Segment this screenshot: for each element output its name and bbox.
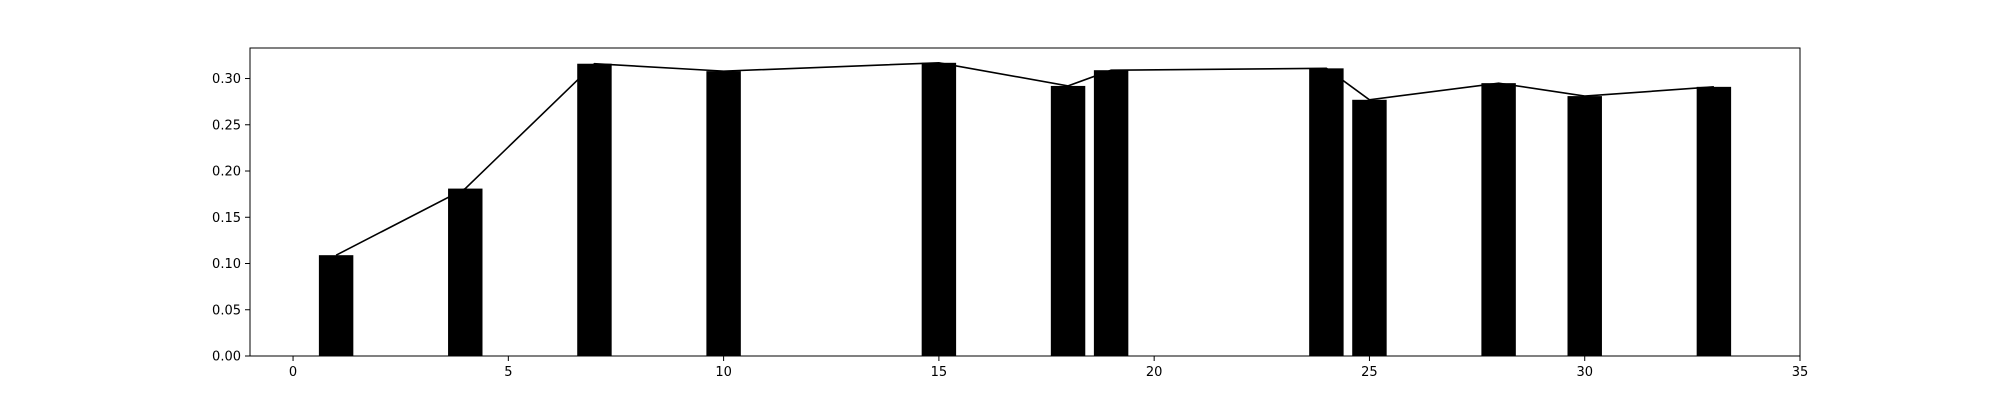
x-axis: 0 5 10 15 20 25 30 35 [289,356,1808,380]
x-tick-label: 10 [715,365,732,380]
bar [1567,96,1602,356]
series-line-group [335,61,1714,256]
bar [1696,86,1732,356]
y-tick-label: 0.10 [212,257,241,272]
x-tick-label: 20 [1146,365,1163,380]
bar [448,188,483,356]
x-tick-label: 35 [1792,365,1809,380]
bar [318,255,354,356]
x-tick-label: 5 [504,365,512,380]
x-tick-label: 30 [1576,365,1593,380]
y-axis: 0.00 0.05 0.10 0.15 0.20 0.25 0.30 [212,72,250,365]
series-line [335,61,1714,256]
y-tick-label: 0.15 [212,211,241,226]
plot-frame [249,47,1801,357]
bar [1050,85,1086,356]
bar [1481,83,1516,356]
y-tick-label: 0.05 [212,303,241,318]
y-tick-label: 0.00 [212,350,241,365]
x-tick-label: 0 [289,365,297,380]
bar [577,63,612,356]
x-tick-label: 25 [1361,365,1378,380]
y-tick-label: 0.30 [212,72,241,87]
bars-group [318,62,1732,357]
bar [1309,68,1344,356]
y-tick-label: 0.20 [212,165,241,180]
bar [706,71,741,357]
bar [1093,70,1129,357]
bar [921,62,957,356]
x-tick-label: 15 [931,365,948,380]
bar [1352,99,1387,356]
y-tick-label: 0.25 [212,118,241,133]
